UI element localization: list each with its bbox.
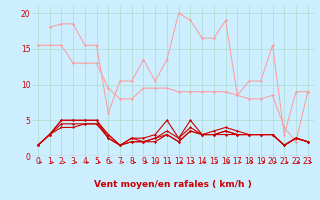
X-axis label: Vent moyen/en rafales ( km/h ): Vent moyen/en rafales ( km/h ) xyxy=(94,180,252,189)
